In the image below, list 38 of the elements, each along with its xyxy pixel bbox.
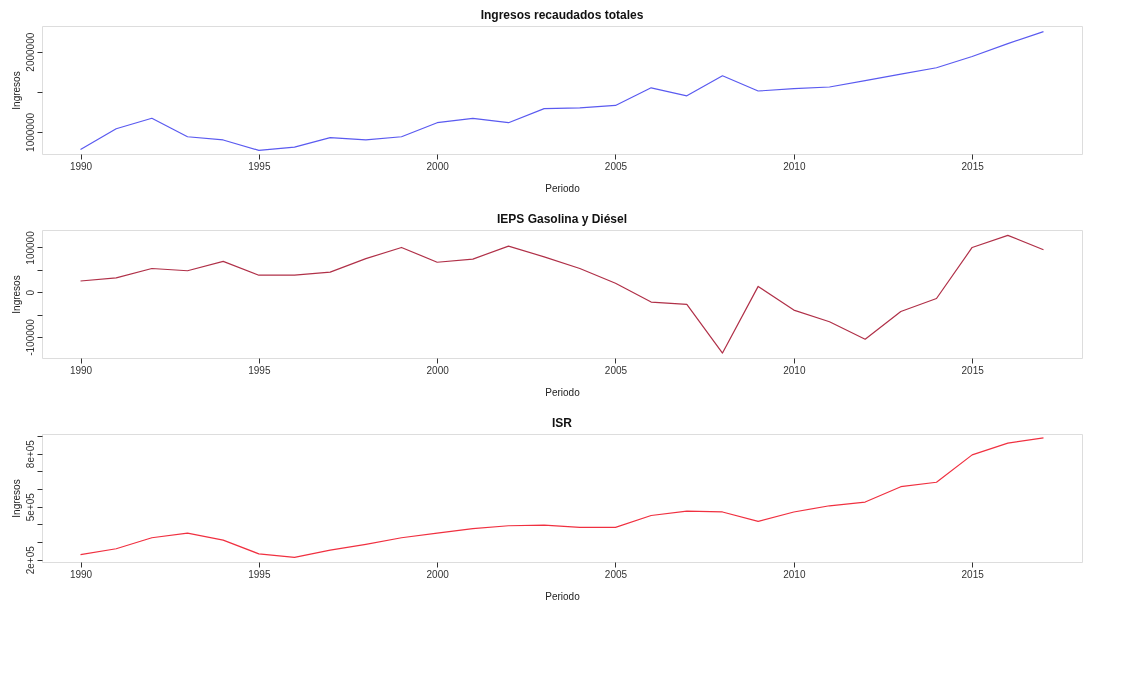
x-tick-label: 2000 <box>426 568 450 580</box>
x-tick-label: 2005 <box>604 160 628 172</box>
x-tick-label: 1990 <box>69 364 93 376</box>
x-tick-label: 2005 <box>604 364 628 376</box>
x-tick-label: 2000 <box>426 160 450 172</box>
x-tick-label: 1990 <box>69 160 93 172</box>
x-tick-label: 2015 <box>961 160 985 172</box>
x-tick-label: 2015 <box>961 364 985 376</box>
x-tick-label: 2015 <box>961 568 985 580</box>
y-axis-title: Ingresos <box>10 275 22 314</box>
x-tick-label: 2010 <box>783 160 806 172</box>
line-series <box>79 437 1045 558</box>
x-tick-label: 1995 <box>248 160 271 172</box>
x-tick-label: 2000 <box>426 364 450 376</box>
x-tick-label: 2010 <box>783 364 806 376</box>
y-tick-label: 8e+05 <box>24 439 36 469</box>
x-tick-label: 1995 <box>248 364 271 376</box>
x-tick-label: 2005 <box>604 568 628 580</box>
y-tick-label: 2e+05 <box>24 545 36 575</box>
x-axis-title: Periodo <box>545 386 581 398</box>
y-tick-label: 1000000 <box>24 112 36 152</box>
x-axis-title: Periodo <box>545 182 581 194</box>
y-axis-title: Ingresos <box>10 479 22 518</box>
x-tick-label: 2010 <box>783 568 806 580</box>
y-tick-label: 100000 <box>24 230 36 265</box>
line-series <box>79 31 1045 151</box>
chart-title: ISR <box>551 416 573 430</box>
chart-title: Ingresos recaudados totales <box>480 8 644 22</box>
y-tick-label: 0 <box>24 289 36 296</box>
x-axis-title: Periodo <box>545 590 581 602</box>
line-series <box>79 234 1045 354</box>
chart-title: IEPS Gasolina y Diésel <box>496 212 628 226</box>
y-axis-title: Ingresos <box>10 71 22 110</box>
y-tick-label: 2000000 <box>24 32 36 72</box>
x-tick-label: 1995 <box>248 568 271 580</box>
x-tick-label: 1990 <box>69 568 93 580</box>
y-tick-label: -100000 <box>24 318 36 356</box>
y-tick-label: 5e+05 <box>24 492 36 522</box>
